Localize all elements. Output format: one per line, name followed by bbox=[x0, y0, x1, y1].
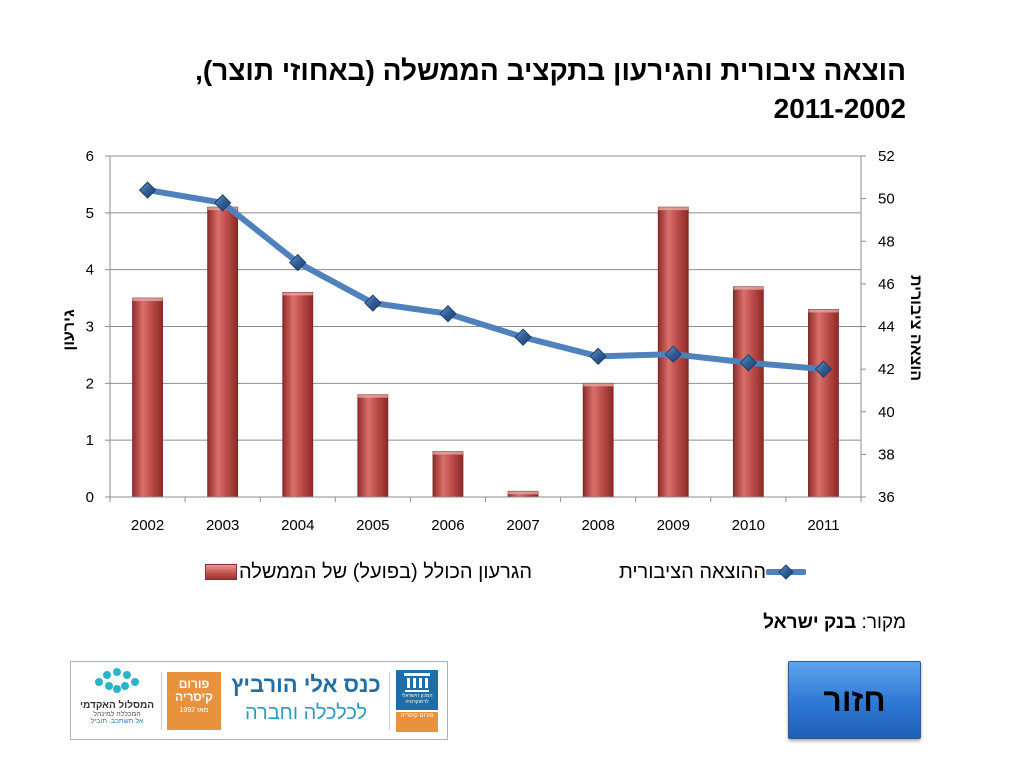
source-name: בנק ישראל bbox=[763, 612, 857, 633]
institute-forum: פורום קיסריה bbox=[396, 712, 438, 732]
sponsor-logo-banner: המסלול האקדמי המכללה למינהל אל תשתכב. תו… bbox=[70, 661, 448, 740]
y-left-tick-label: 1 bbox=[86, 432, 94, 449]
public-expenditure-line bbox=[138, 181, 833, 378]
y-right-tick-label: 44 bbox=[878, 319, 895, 336]
y-right-tick-label: 42 bbox=[878, 361, 895, 378]
deficit-bar-cap bbox=[132, 298, 163, 302]
legend-item-expenditure: ההוצאה הציבורית bbox=[619, 558, 810, 586]
y-right-tick-label: 40 bbox=[878, 404, 895, 421]
y-left-tick-label: 0 bbox=[86, 489, 94, 506]
academic-college-sub: המכללה למינהל bbox=[93, 711, 141, 718]
expenditure-point bbox=[589, 347, 607, 366]
deficit-bar-cap bbox=[583, 383, 614, 387]
expenditure-line bbox=[144, 187, 827, 373]
deficit-bar-cap bbox=[357, 394, 388, 398]
y-left-tick-label: 2 bbox=[86, 375, 94, 392]
expenditure-point bbox=[289, 253, 307, 272]
chart-title-line2: 2011-2002 bbox=[773, 93, 906, 124]
y-axis-left-label: גירעון bbox=[61, 309, 78, 351]
deficit-bar-cap bbox=[808, 309, 839, 313]
legend-label-deficit: הגרעון הכולל (בפועל) של הממשלה bbox=[239, 560, 532, 583]
source-prefix: מקור: bbox=[856, 612, 906, 633]
y-axis-right-label-box: הוצאה ציבורית bbox=[885, 275, 945, 381]
source-note: מקור: בנק ישראל bbox=[763, 612, 906, 634]
y-axis-right-label: הוצאה ציבורית bbox=[907, 274, 924, 382]
y-right-tick-label: 36 bbox=[878, 489, 895, 506]
institute-name: המכון הישראלי לדמוקרטיה bbox=[401, 693, 433, 705]
y-left-tick-label: 4 bbox=[86, 262, 94, 279]
caesarea-forum-logo: פורום קיסריה מאז 1992 bbox=[167, 672, 221, 730]
y-axis-left-label-box: גירעון bbox=[40, 300, 100, 360]
deficit-bars bbox=[132, 206, 839, 498]
deficit-bar bbox=[582, 382, 614, 498]
deficit-bar bbox=[808, 309, 839, 498]
conference-line1: כנס אלי הורביץ bbox=[231, 672, 381, 697]
deficit-bar bbox=[282, 291, 314, 498]
axes: 0 1 2 3 4 5 6 36 38 40 42 44 46 48 50 52 2002 2003 2004 200… bbox=[86, 148, 895, 534]
x-tick-label: 2009 bbox=[657, 517, 690, 534]
chart-title: הוצאה ציבורית והגירעון בתקציב הממשלה (בא… bbox=[106, 52, 906, 128]
academic-college-name: המסלול האקדמי bbox=[80, 700, 154, 711]
legend: ההוצאה הציבורית הגרעון הכולל (בפועל) של … bbox=[150, 558, 850, 586]
legend-item-deficit: הגרעון הכולל (בפועל) של הממשלה bbox=[205, 558, 532, 586]
expenditure-point bbox=[514, 328, 532, 346]
x-tick-label: 2003 bbox=[206, 517, 239, 534]
expenditure-point bbox=[439, 305, 457, 323]
academic-college-tag: אל תשתכב. תוביל bbox=[90, 718, 144, 725]
expenditure-point bbox=[814, 360, 833, 378]
deficit-bar-cap bbox=[282, 292, 313, 296]
legend-label-expenditure: ההוצאה הציבורית bbox=[618, 560, 766, 583]
deficit-bar bbox=[132, 297, 163, 498]
conference-logo: כנס אלי הורביץ לכלכלה וחברה bbox=[231, 670, 381, 732]
deficit-bar-cap bbox=[508, 491, 539, 495]
building-icon: המכון הישראלי לדמוקרטיה bbox=[396, 670, 438, 710]
x-tick-label: 2010 bbox=[732, 517, 765, 534]
deficit-bar bbox=[732, 286, 764, 498]
forum-year: מאז 1992 bbox=[179, 707, 209, 714]
x-tick-label: 2004 bbox=[281, 517, 314, 534]
x-tick-label: 2011 bbox=[807, 517, 839, 534]
legend-line-swatch bbox=[765, 558, 807, 586]
expenditure-point bbox=[664, 345, 682, 363]
forum-line2: קיסריה bbox=[174, 690, 213, 704]
x-tick-label: 2008 bbox=[581, 517, 614, 534]
forum-line1: פורום bbox=[178, 677, 210, 691]
x-tick-label: 2007 bbox=[506, 517, 539, 534]
y-left-tick-label: 5 bbox=[86, 205, 94, 222]
x-tick-label: 2005 bbox=[356, 517, 389, 534]
deficit-bar-cap bbox=[658, 207, 689, 211]
y-right-tick-label: 52 bbox=[878, 148, 895, 165]
y-left-tick-label: 6 bbox=[86, 148, 94, 165]
deficit-bar-cap bbox=[432, 451, 463, 455]
academic-college-logo: המסלול האקדמי המכללה למינהל אל תשתכב. תו… bbox=[77, 668, 157, 734]
back-button[interactable]: חזור bbox=[788, 661, 921, 739]
institute-logo: המכון הישראלי לדמוקרטיה פורום קיסריה bbox=[396, 670, 438, 732]
expenditure-point bbox=[739, 354, 758, 372]
chart: 0 1 2 3 4 5 6 36 38 40 42 44 46 48 50 52 2002 2003 2004 200… bbox=[86, 148, 895, 534]
y-left-tick-label: 3 bbox=[86, 319, 94, 336]
expenditure-point bbox=[364, 294, 382, 312]
deficit-bar bbox=[357, 394, 389, 498]
deficit-bar-cap bbox=[733, 286, 764, 290]
y-right-tick-label: 48 bbox=[878, 233, 895, 250]
y-right-tick-label: 38 bbox=[878, 446, 895, 463]
y-right-tick-label: 46 bbox=[878, 276, 895, 293]
dots-logo-icon bbox=[93, 668, 141, 694]
expenditure-point bbox=[138, 181, 157, 199]
x-tick-label: 2002 bbox=[131, 517, 164, 534]
chart-title-line1: הוצאה ציבורית והגירעון בתקציב הממשלה (בא… bbox=[195, 55, 906, 86]
deficit-bar bbox=[207, 206, 239, 498]
y-right-tick-label: 50 bbox=[878, 191, 895, 208]
expenditure-point bbox=[213, 194, 232, 212]
legend-bar-swatch bbox=[205, 564, 238, 580]
conference-line2: לכלכלה וחברה bbox=[244, 702, 368, 724]
x-tick-label: 2006 bbox=[431, 517, 464, 534]
deficit-bar bbox=[432, 451, 464, 498]
